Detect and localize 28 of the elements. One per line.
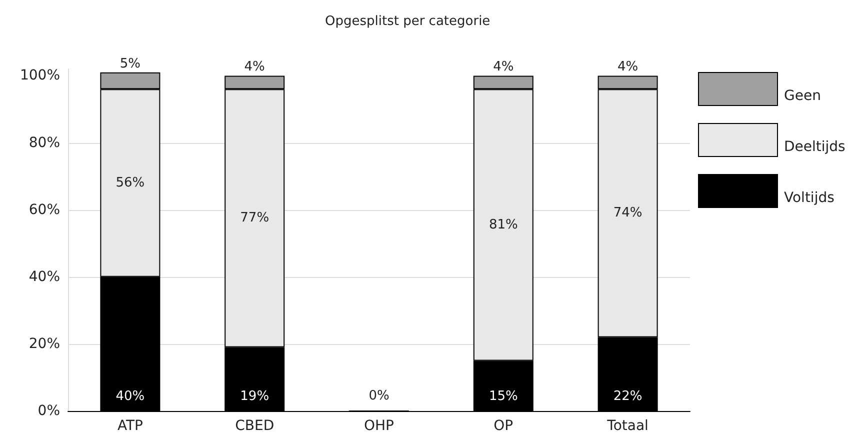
data-label: 77%: [240, 210, 270, 226]
data-label: 15%: [488, 389, 518, 404]
y-tick-label: 100%: [20, 68, 60, 84]
x-tick-label: OP: [494, 418, 514, 434]
data-label: 0%: [368, 388, 390, 404]
y-tick-label: 0%: [38, 403, 60, 419]
text: Geen: [784, 88, 821, 106]
y-tick-label: 20%: [28, 336, 60, 352]
y-tick-label: 80%: [28, 134, 60, 151]
text: Voltijds: [784, 190, 834, 208]
data-label: 19%: [240, 389, 270, 404]
x-tick-label: Totaal: [606, 418, 648, 434]
y-tick-label: 60%: [28, 202, 60, 218]
data-label: 81%: [488, 217, 518, 232]
x-tick-label: ATP: [117, 418, 143, 434]
x-tick-label: OHP: [364, 418, 394, 434]
data-label: 40%: [116, 389, 145, 404]
data-label: 22%: [613, 389, 642, 404]
data-label: 4%: [244, 60, 265, 75]
data-label: 4%: [493, 60, 514, 75]
x-tick-label: CBED: [235, 418, 274, 434]
chart-title: Opgesplitst per categorie: [325, 14, 490, 29]
y-tick-label: 40%: [28, 268, 60, 285]
data-label: 74%: [613, 206, 642, 221]
data-label: 4%: [617, 60, 638, 75]
text: Deeltijds: [784, 139, 846, 157]
data-label: 5%: [120, 56, 141, 72]
data-label: 56%: [116, 176, 145, 190]
